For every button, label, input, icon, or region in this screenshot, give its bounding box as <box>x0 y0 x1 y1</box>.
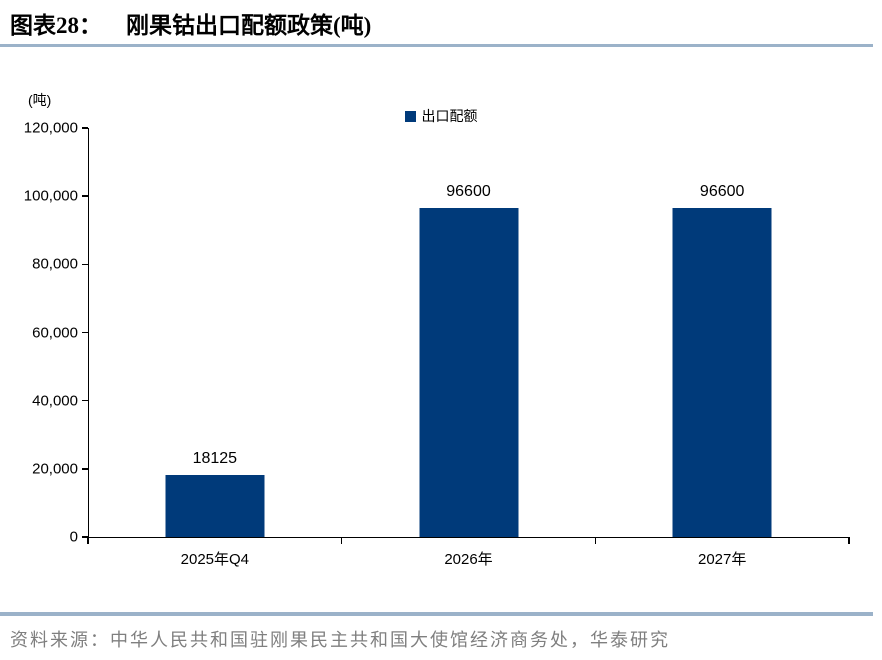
x-category-label: 2027年 <box>697 551 747 568</box>
legend-swatch <box>404 110 416 122</box>
title-divider <box>0 44 873 47</box>
bar <box>672 207 772 537</box>
x-category-label: 2026年 <box>444 551 493 568</box>
y-tick-mark <box>82 195 88 197</box>
y-tick-label: 100,000 <box>23 187 78 205</box>
bar <box>165 475 265 537</box>
y-tick-mark <box>82 468 88 470</box>
y-tick-mark <box>82 263 88 266</box>
y-tick-label: 40,000 <box>32 392 78 410</box>
bar-group: 96600 <box>595 128 849 537</box>
y-tick-label: 20,000 <box>32 460 78 478</box>
y-tick-mark <box>82 331 88 334</box>
bar <box>419 207 518 537</box>
bar-group: 18125 <box>88 128 342 537</box>
x-tick-mark <box>340 538 343 544</box>
x-tick-mark <box>848 538 850 544</box>
figure-title: 刚果钴出口配额政策(吨) <box>126 13 372 38</box>
y-tick-label: 80,000 <box>32 255 78 273</box>
bar-series: 18125 96600 96600 <box>88 128 849 537</box>
page-title: 图表28： 刚果钴出口配额政策(吨) <box>10 6 371 40</box>
y-tick-mark <box>82 399 88 402</box>
y-tick-label: 120,000 <box>23 119 78 137</box>
y-tick-mark <box>82 536 88 538</box>
figure-number-label: 图表28： <box>10 13 102 38</box>
legend-label: 出口配额 <box>421 108 478 124</box>
bar-value-label: 96600 <box>446 182 491 200</box>
bar-value-label: 96600 <box>699 182 745 200</box>
y-tick-label: 0 <box>69 528 78 546</box>
x-tick-mark <box>594 538 597 544</box>
bar-group: 96600 <box>342 128 596 537</box>
chart-legend: 出口配额 <box>0 106 882 126</box>
x-category-label: 2025年Q4 <box>180 551 250 568</box>
source-note: 资料来源：中华人民共和国驻刚果民主共和国大使馆经济商务处，华泰研究 <box>10 630 670 650</box>
plot-area <box>88 128 850 538</box>
x-tick-mark <box>87 538 89 544</box>
y-tick-label: 60,000 <box>32 324 78 341</box>
bar-value-label: 18125 <box>192 450 238 468</box>
x-axis-labels: 2025年Q4 2026年 2027年 <box>88 548 849 569</box>
footer-divider <box>0 612 873 616</box>
y-axis-unit-label: (吨) <box>28 92 52 108</box>
y-tick-mark <box>82 127 88 129</box>
